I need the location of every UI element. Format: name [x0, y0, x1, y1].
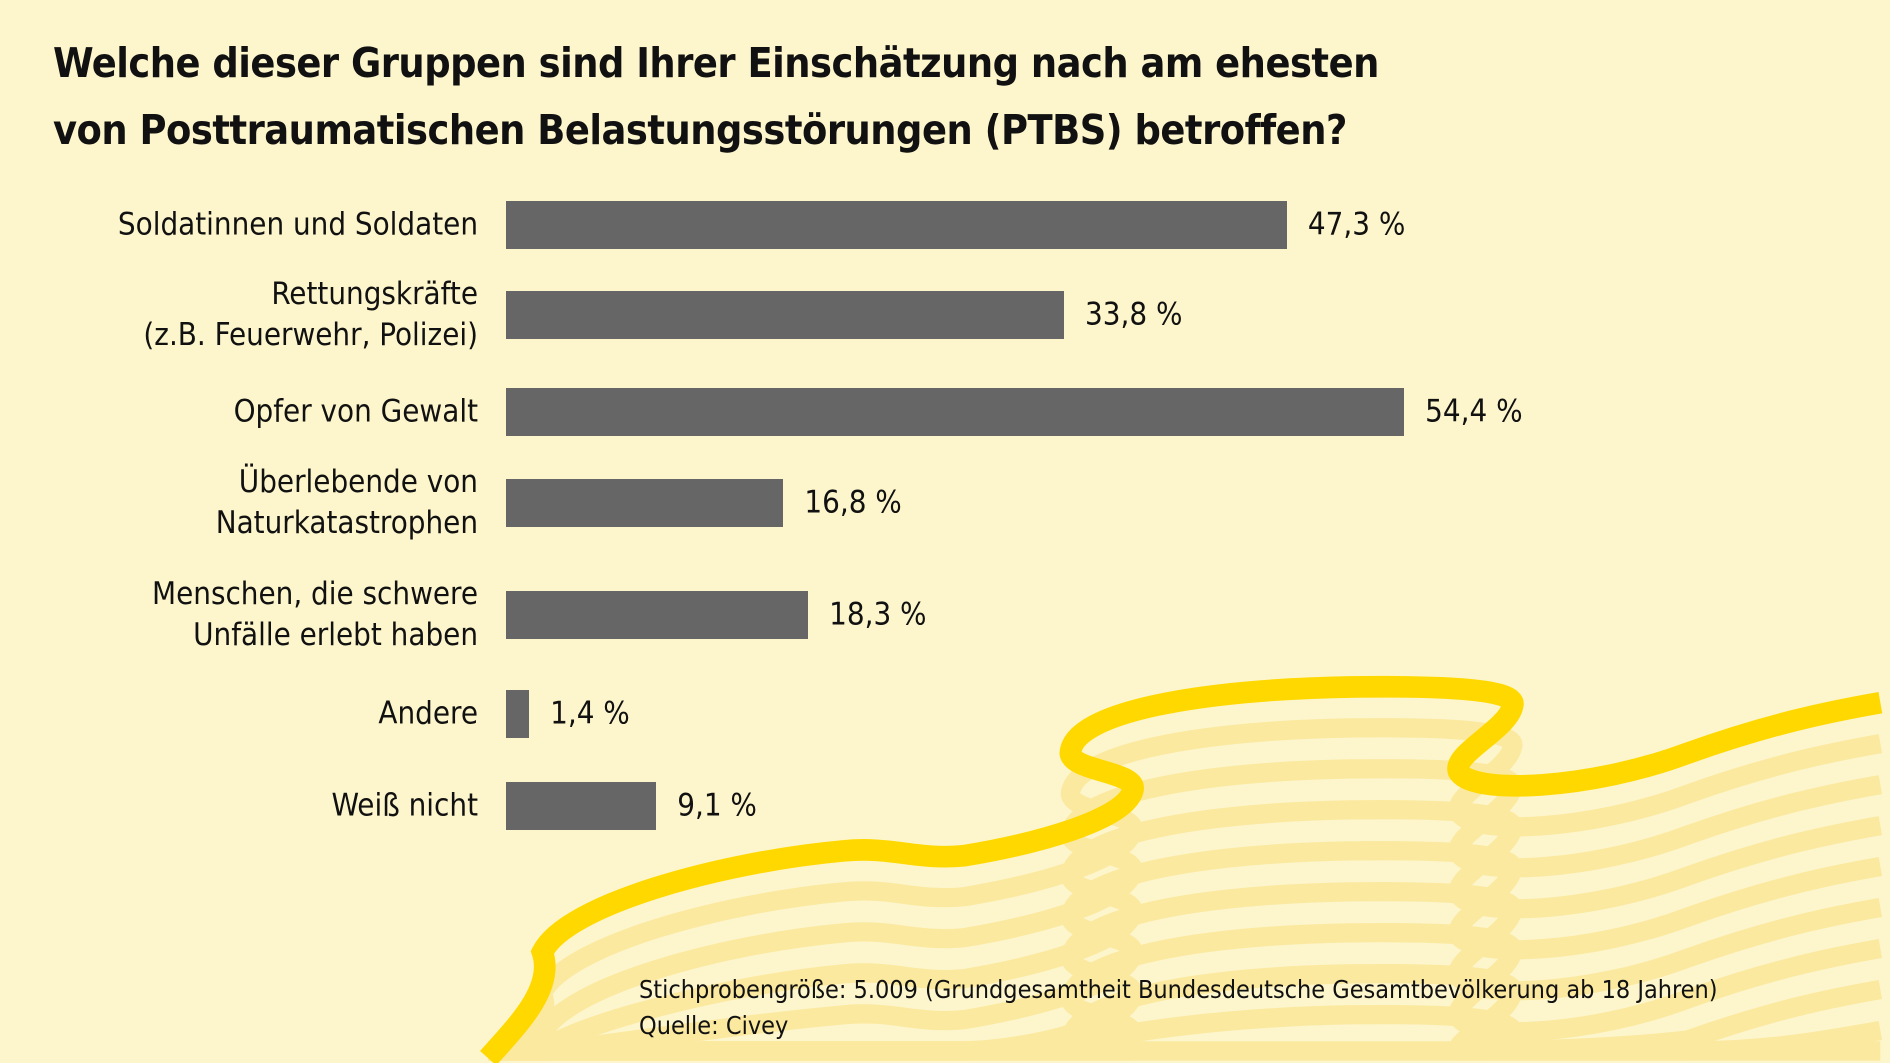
title-line-2: von Posttraumatischen Belastungsstörunge…: [53, 106, 1347, 154]
chart-title: Welche dieser Gruppen sind Ihrer Einschä…: [53, 30, 1379, 164]
ribbon-main: [480, 675, 1883, 1063]
category-label: Weiß nicht: [331, 787, 478, 824]
footer: Stichprobengröße: 5.009 (Grundgesamtheit…: [639, 972, 1718, 1044]
ribbon-stripe: [488, 841, 1883, 1061]
ribbon-stripe: [487, 718, 1883, 1061]
data-label: 1,4 %: [550, 695, 630, 732]
source-note: Quelle: Civey: [639, 1011, 789, 1040]
sample-note: Stichprobengröße: 5.009 (Grundgesamtheit…: [639, 975, 1718, 1004]
ribbon-stripe: [488, 800, 1883, 1061]
bar: [506, 479, 784, 527]
bar: [506, 201, 1287, 249]
data-label: 47,3 %: [1307, 206, 1406, 243]
bar: [506, 291, 1065, 339]
data-label: 33,8 %: [1085, 296, 1183, 333]
data-label: 54,4 %: [1425, 393, 1523, 430]
bar: [506, 591, 809, 639]
bar: [506, 388, 1405, 436]
data-label: 16,8 %: [804, 484, 902, 521]
bar: [506, 690, 530, 738]
data-label: 9,1 %: [677, 787, 757, 824]
data-label: 18,3 %: [829, 596, 927, 633]
category-label: Soldatinnen und Soldaten: [117, 206, 478, 243]
title-line-1: Welche dieser Gruppen sind Ihrer Einschä…: [53, 39, 1379, 87]
category-label: Rettungskräfte (z.B. Feuerwehr, Polizei): [143, 276, 478, 353]
category-label: Menschen, die schwere Unfälle erlebt hab…: [152, 576, 478, 653]
category-label: Opfer von Gewalt: [233, 393, 478, 430]
category-label: Überlebende von Naturkatastrophen: [215, 464, 478, 541]
category-label: Andere: [378, 695, 478, 732]
bar: [506, 782, 657, 830]
